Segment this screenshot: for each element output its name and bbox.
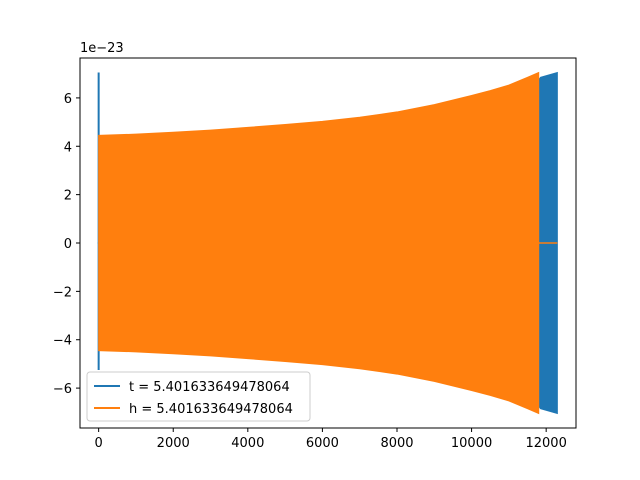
y-axis: −6 −4 −2 0 2 4 6 — [53, 92, 80, 397]
legend-box — [86, 371, 311, 422]
y-tick-label: 4 — [64, 140, 72, 155]
y-tick-label: −4 — [53, 334, 72, 349]
x-tick-label: 6000 — [306, 436, 339, 451]
series-h-oscillation-band — [98, 71, 540, 415]
x-axis: 0 2000 4000 6000 8000 10000 12000 — [95, 428, 567, 451]
y-tick-label: −2 — [53, 285, 72, 300]
y-offset-label: 1e−23 — [80, 41, 124, 56]
legend: t = 5.401633649478064 h = 5.4016336494780… — [86, 371, 311, 422]
legend-entry-label: t = 5.401633649478064 — [129, 380, 290, 395]
x-tick-label: 8000 — [380, 436, 413, 451]
y-tick-label: −6 — [53, 382, 72, 397]
x-tick-label: 2000 — [157, 436, 190, 451]
x-tick-label: 12000 — [525, 436, 566, 451]
x-tick-label: 4000 — [231, 436, 264, 451]
x-tick-label: 10000 — [451, 436, 492, 451]
y-tick-label: 6 — [64, 92, 72, 107]
y-tick-label: 0 — [64, 237, 72, 252]
x-tick-label: 0 — [95, 436, 103, 451]
legend-entry-label: h = 5.401633649478064 — [129, 402, 293, 417]
y-tick-label: 2 — [64, 189, 72, 204]
plot-area — [97, 71, 558, 415]
